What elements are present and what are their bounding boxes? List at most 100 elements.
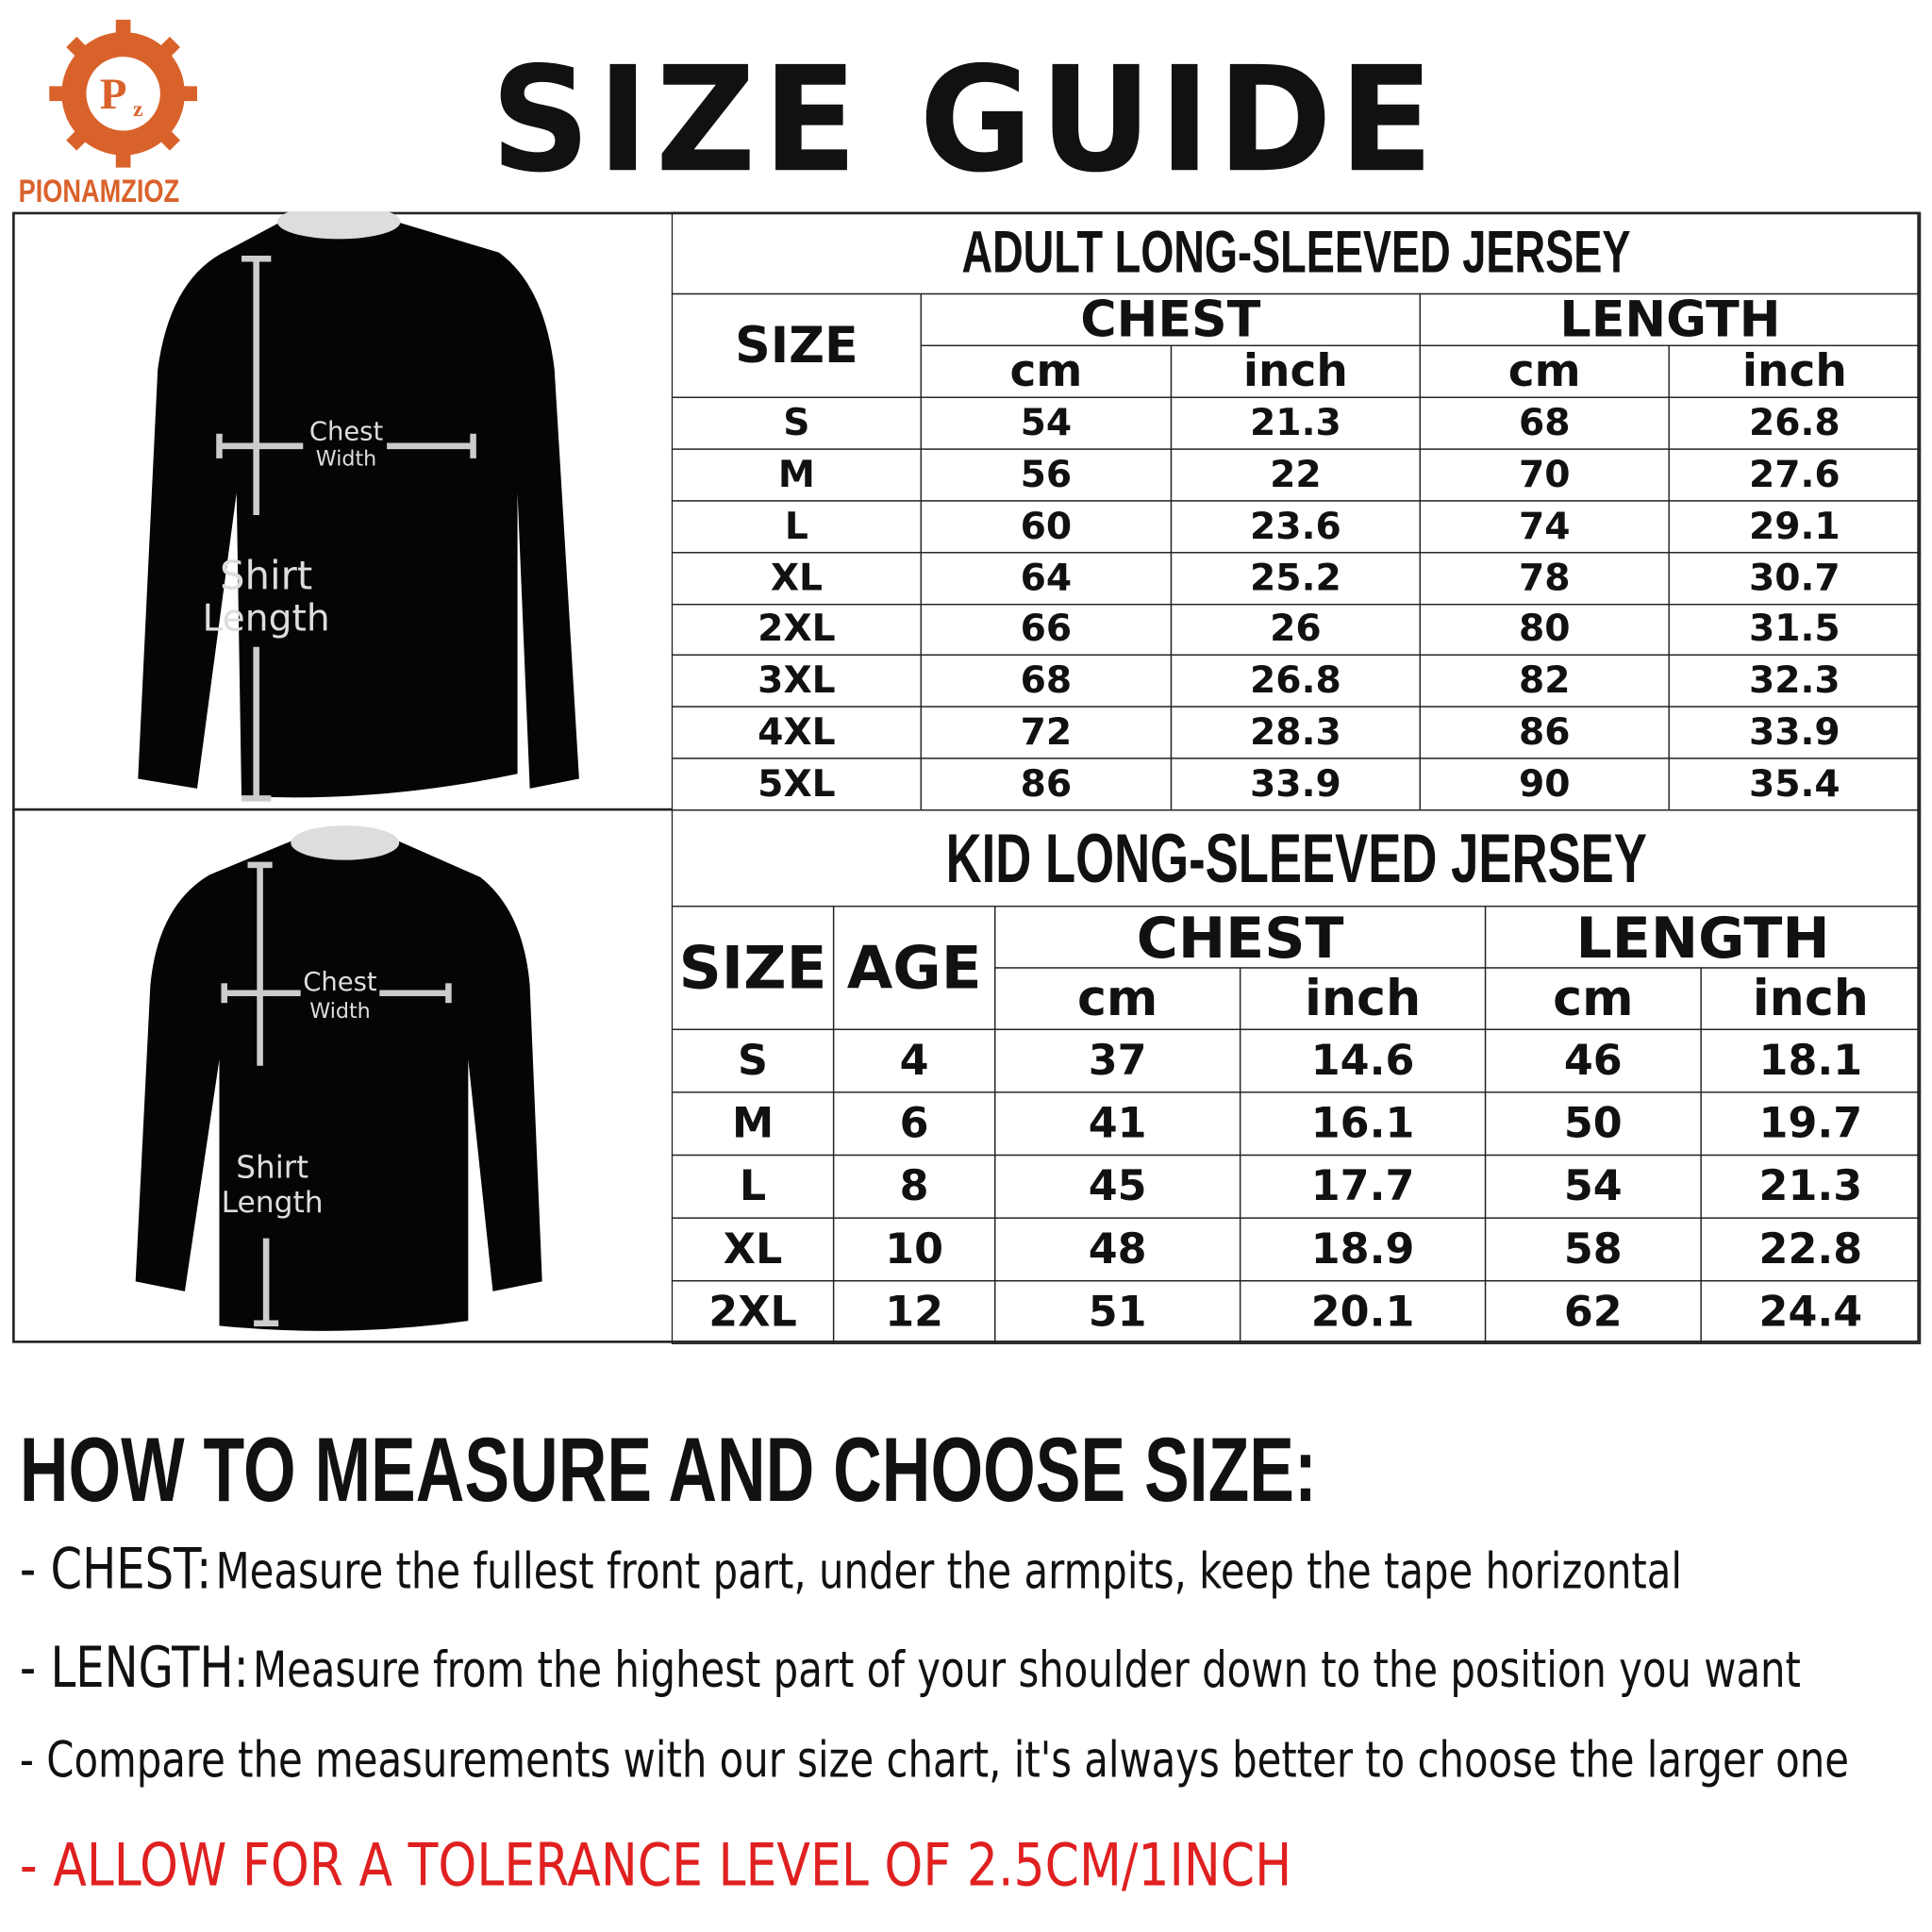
table-title: ADULT LONG-SLEEVED JERSEY: [671, 211, 1922, 295]
howto-title: HOW TO MEASURE AND CHOOSE SIZE:: [19, 1418, 1317, 1521]
table-cell: 21.3: [1700, 1154, 1922, 1219]
table-cell: 10: [832, 1217, 996, 1282]
table-cell: 54: [1484, 1154, 1702, 1219]
howto-item: - CHEST: Measure the fullest front part, …: [20, 1535, 1682, 1602]
table-cell: 30.7: [1668, 551, 1922, 605]
table-cell-text: 60: [1020, 505, 1073, 548]
table-cell-text: 25.2: [1250, 556, 1341, 600]
table-cell-text: 23.6: [1250, 505, 1341, 548]
table-cell: 45: [994, 1154, 1241, 1219]
unit-header-text: cm: [1009, 346, 1083, 397]
table-cell: 26.8: [1170, 655, 1421, 708]
unit-header-text: cm: [1553, 970, 1634, 1027]
table-cell: 22.8: [1700, 1217, 1922, 1282]
unit-header: inch: [1170, 344, 1421, 398]
table-cell: 28.3: [1170, 706, 1421, 759]
table-cell: 78: [1419, 551, 1670, 605]
table-cell: 60: [920, 499, 1173, 553]
table-cell-text: 86: [1518, 710, 1571, 755]
figure-label: Length: [203, 598, 330, 641]
table-cell-text: 32.3: [1749, 659, 1840, 703]
table-cell: 68: [1419, 396, 1670, 450]
howto-lead: - LENGTH:: [19, 1633, 249, 1701]
table-cell: 3XL: [671, 655, 922, 708]
table-cell: 26.8: [1668, 396, 1922, 450]
table-cell: 16.1: [1239, 1091, 1487, 1157]
table-cell-text: 22: [1270, 453, 1322, 497]
column-header-text: CHEST: [1080, 291, 1261, 348]
table-cell-text: XL: [770, 556, 823, 600]
table-cell: 68: [920, 655, 1173, 708]
unit-header: inch: [1700, 967, 1922, 1030]
table-cell: 33.9: [1668, 706, 1922, 759]
column-header: CHEST: [994, 904, 1487, 971]
table-cell-text: 70: [1518, 453, 1571, 497]
adult-figure: Chest Width Shirt Length: [138, 211, 579, 802]
howto-text: Measure the fullest front part, under th…: [215, 1543, 1683, 1601]
table-cell-text: 21.3: [1758, 1161, 1863, 1211]
table-cell-text: 50: [1563, 1099, 1623, 1149]
table-cell-text: 68: [1020, 659, 1073, 703]
column-header-text: AGE: [846, 933, 982, 1003]
column-header: CHEST: [920, 291, 1421, 348]
figure-label: Shirt: [220, 552, 312, 598]
unit-header-text: inch: [1304, 970, 1422, 1027]
table-cell: 25.2: [1170, 551, 1421, 605]
table-cell: 72: [920, 706, 1173, 759]
table-cell-text: 90: [1518, 762, 1571, 807]
warning: - ALLOW FOR A TOLERANCE LEVEL OF 2.5CM/1…: [19, 1830, 1292, 1901]
table-cell: 80: [1419, 603, 1670, 657]
table-cell: 86: [920, 758, 1173, 811]
logo-gear: P z: [49, 19, 197, 168]
figure-label: Chest: [309, 417, 384, 446]
unit-header: inch: [1239, 967, 1487, 1030]
table-cell: 35.4: [1668, 758, 1922, 811]
divider: [12, 808, 674, 811]
column-header: SIZE: [671, 292, 922, 398]
table-cell-text: 22.8: [1758, 1224, 1863, 1274]
column-header-text: SIZE: [735, 317, 858, 375]
table-cell-text: 26.8: [1250, 659, 1341, 703]
table-cell-text: 58: [1563, 1224, 1623, 1274]
table-cell-text: 3XL: [758, 659, 836, 703]
table-cell: 5XL: [671, 758, 922, 811]
table-cell-text: 4XL: [758, 710, 836, 755]
table-cell: 29.1: [1668, 499, 1922, 553]
column-header: LENGTH: [1419, 291, 1922, 348]
table-cell-text: 74: [1518, 505, 1571, 548]
table-cell-text: 27.6: [1749, 453, 1840, 497]
table-cell-text: 66: [1020, 608, 1073, 652]
column-header: AGE: [832, 905, 996, 1030]
table-cell: 54: [920, 396, 1173, 450]
table-cell: 2XL: [671, 603, 922, 657]
table-cell-text: 82: [1518, 659, 1571, 703]
table-cell: XL: [671, 1217, 835, 1282]
table-cell: 48: [994, 1217, 1241, 1282]
table-cell-text: 72: [1020, 710, 1073, 755]
table-cell-text: 29.1: [1749, 505, 1840, 548]
table-title-text: ADULT LONG-SLEEVED JERSEY: [961, 220, 1631, 287]
unit-header-text: inch: [1741, 346, 1847, 397]
table-cell-text: 86: [1020, 762, 1073, 807]
table-cell-text: 48: [1088, 1224, 1147, 1274]
table-cell: 20.1: [1239, 1280, 1487, 1344]
table-cell: 56: [920, 448, 1173, 502]
howto-text: Measure from the highest part of your sh…: [253, 1642, 1801, 1700]
column-header-text: SIZE: [678, 933, 827, 1003]
column-header: LENGTH: [1484, 904, 1922, 971]
table-cell: S: [671, 1028, 835, 1093]
table-title: KID LONG-SLEEVED JERSEY: [671, 809, 1922, 908]
table-cell: L: [671, 499, 922, 553]
table-title-text: KID LONG-SLEEVED JERSEY: [945, 819, 1647, 897]
table-cell: 18.1: [1700, 1028, 1922, 1093]
table-cell: M: [671, 1091, 835, 1157]
table-cell-text: 21.3: [1250, 401, 1341, 445]
figure-label: Shirt: [236, 1150, 308, 1186]
table-cell-text: 51: [1088, 1287, 1147, 1338]
table-cell: 21.3: [1170, 396, 1421, 450]
howto-lead: - CHEST:: [19, 1535, 212, 1602]
table-cell-text: S: [738, 1036, 769, 1086]
table-cell-text: 10: [885, 1224, 944, 1274]
table-cell-text: 16.1: [1310, 1099, 1415, 1149]
